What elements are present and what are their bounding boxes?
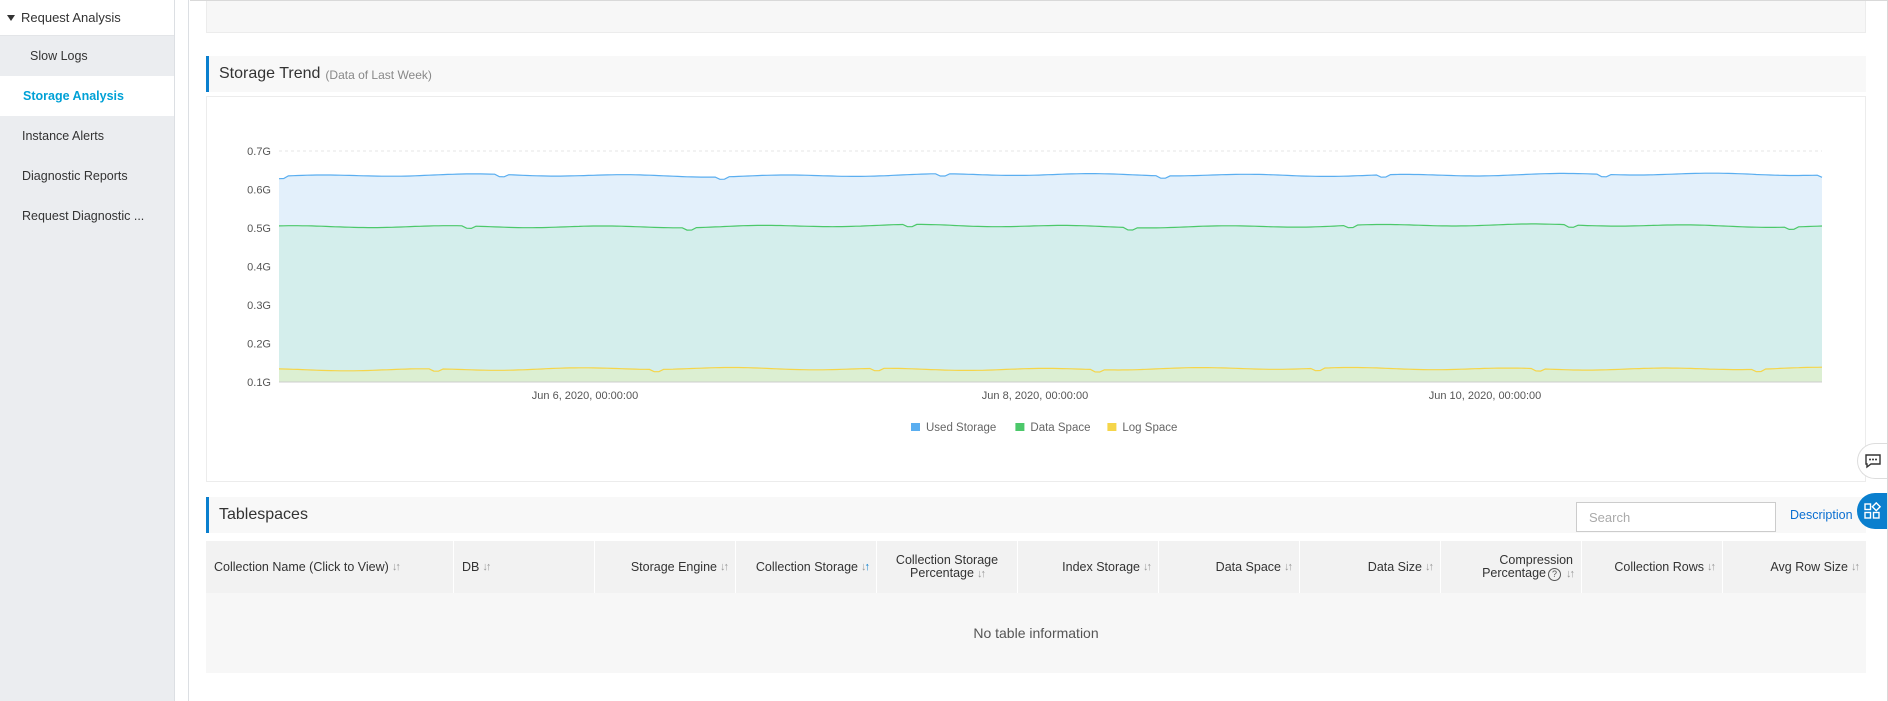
- column-label-wrap: Collection Storage Percentage ↓↑: [895, 552, 999, 581]
- sidebar-group-label: Request Analysis: [21, 10, 121, 25]
- sidebar: Request Analysis Slow Logs Storage Analy…: [0, 0, 175, 701]
- column-label-line2: Percentage: [1482, 565, 1546, 580]
- chat-button[interactable]: [1857, 443, 1887, 479]
- column-data-size[interactable]: Data Size ↓↑: [1300, 541, 1441, 593]
- storage-trend-header: Storage Trend (Data of Last Week): [206, 56, 1866, 92]
- main-content: Storage Trend (Data of Last Week) 0.7G 0.…: [190, 0, 1888, 701]
- column-label: Collection Name (Click to View): [214, 559, 389, 574]
- column-avg-row-size[interactable]: Avg Row Size ↓↑: [1723, 541, 1866, 593]
- column-label-wrap: Compression Percentage? ↓↑: [1482, 552, 1575, 581]
- sort-arrows-icon[interactable]: ↓↑: [1284, 560, 1293, 573]
- question-circle-icon[interactable]: ?: [1548, 567, 1561, 581]
- sidebar-item-diagnostic-reports[interactable]: Diagnostic Reports: [0, 156, 174, 196]
- storage-trend-subtitle: (Data of Last Week): [325, 68, 432, 82]
- sort-arrows-icon[interactable]: ↓↑: [720, 560, 729, 573]
- table-empty-state: No table information: [206, 593, 1866, 673]
- sort-arrows-icon[interactable]: ↓↑: [1566, 567, 1575, 580]
- table-header: Collection Name (Click to View) ↓↑ DB ↓↑ S…: [206, 541, 1866, 593]
- chat-bubble-icon: [1864, 454, 1881, 469]
- description-link[interactable]: Description: [1790, 508, 1853, 522]
- column-label-line2-row: Percentage? ↓↑: [1482, 565, 1575, 581]
- column-storage-engine[interactable]: Storage Engine ↓↑: [595, 541, 736, 593]
- apps-grid-icon: [1864, 502, 1881, 519]
- search-input[interactable]: [1576, 502, 1776, 532]
- column-collection-storage[interactable]: Collection Storage ↓↑: [736, 541, 877, 593]
- column-label-line2-row: Percentage ↓↑: [896, 565, 998, 581]
- sidebar-gutter: [175, 0, 189, 701]
- sort-arrows-icon[interactable]: ↓↑: [1425, 560, 1434, 573]
- empty-text: No table information: [973, 625, 1099, 641]
- sort-arrows-icon[interactable]: ↓↑: [482, 560, 491, 573]
- column-db[interactable]: DB ↓↑: [454, 541, 595, 593]
- apps-button[interactable]: [1857, 493, 1887, 529]
- legend-label: Used Storage: [926, 422, 996, 434]
- y-tick-label: 0.2G: [247, 339, 271, 351]
- y-tick-label: 0.4G: [247, 262, 271, 274]
- column-collection-storage-percentage[interactable]: Collection Storage Percentage ↓↑: [877, 541, 1018, 593]
- tablespaces-title: Tablespaces: [219, 506, 308, 523]
- sidebar-item-label: Diagnostic Reports: [22, 169, 128, 183]
- sort-arrows-icon[interactable]: ↓↑: [1143, 560, 1152, 573]
- sidebar-item-storage-analysis[interactable]: Storage Analysis: [0, 76, 174, 116]
- sort-arrows-icon[interactable]: ↓↑: [1851, 560, 1860, 573]
- x-tick-label: Jun 10, 2020, 00:00:00: [1429, 390, 1542, 402]
- column-index-storage[interactable]: Index Storage ↓↑: [1018, 541, 1159, 593]
- sidebar-item-label: Slow Logs: [30, 49, 88, 63]
- column-label: Avg Row Size: [1770, 559, 1848, 574]
- y-tick-label: 0.3G: [247, 300, 271, 312]
- tablespaces-table: Collection Name (Click to View) ↓↑ DB ↓↑ S…: [206, 541, 1866, 673]
- column-collection-rows[interactable]: Collection Rows ↓↑: [1582, 541, 1723, 593]
- column-label: Storage Engine: [630, 559, 717, 574]
- caret-down-icon: [7, 14, 15, 21]
- sort-arrows-icon[interactable]: ↓↑: [1707, 560, 1716, 573]
- series-line-used-storage: [278, 172, 1823, 180]
- column-compression-percentage[interactable]: Compression Percentage? ↓↑: [1441, 541, 1582, 593]
- x-tick-label: Jun 6, 2020, 00:00:00: [532, 390, 638, 402]
- column-label-line1: Compression: [1499, 552, 1573, 567]
- legend-label: Log Space: [1122, 422, 1177, 434]
- sidebar-item-label: Request Diagnostic ...: [22, 209, 145, 223]
- sort-arrows-icon[interactable]: ↓↑: [391, 560, 401, 573]
- legend-swatch: [1107, 423, 1117, 431]
- column-data-space[interactable]: Data Space ↓↑: [1159, 541, 1300, 593]
- legend-swatch: [911, 423, 920, 431]
- sort-arrows-icon[interactable]: ↓↑: [976, 567, 986, 580]
- previous-panel-bottom: [206, 1, 1866, 33]
- legend-label: Data Space: [1030, 422, 1090, 434]
- column-label: DB: [462, 559, 480, 574]
- sidebar-item-instance-alerts[interactable]: Instance Alerts: [0, 116, 174, 156]
- column-collection-name[interactable]: Collection Name (Click to View) ↓↑: [206, 541, 454, 593]
- series-line-log-space: [278, 366, 1823, 373]
- sort-arrows-icon[interactable]: ↓↑: [861, 560, 870, 573]
- legend-swatch: [1015, 423, 1025, 431]
- series-area-data-space: [279, 223, 1822, 382]
- column-label: Data Size: [1367, 559, 1422, 574]
- column-label: Index Storage: [1062, 559, 1140, 574]
- sidebar-item-label: Instance Alerts: [22, 129, 104, 143]
- y-tick-label: 0.1G: [247, 377, 271, 389]
- y-tick-label: 0.6G: [247, 185, 271, 197]
- sidebar-item-label: Storage Analysis: [23, 89, 124, 103]
- y-tick-label: 0.5G: [247, 223, 271, 235]
- sidebar-item-request-diagnostic[interactable]: Request Diagnostic ...: [0, 196, 174, 236]
- y-tick-label: 0.7G: [247, 146, 271, 158]
- sidebar-item-slow-logs[interactable]: Slow Logs: [0, 36, 174, 76]
- column-label: Data Space: [1215, 559, 1281, 574]
- series-area-log-space: [279, 367, 1822, 382]
- x-tick-label: Jun 8, 2020, 00:00:00: [982, 390, 1088, 402]
- storage-trend-title: Storage Trend: [219, 65, 321, 82]
- series-line-data-space: [278, 223, 1823, 231]
- storage-trend-chart-svg: 0.7G 0.6G 0.5G 0.4G 0.3G 0.2G 0.1G Jun 6, 2020,…: [247, 146, 1823, 434]
- storage-trend-chart: 0.7G 0.6G 0.5G 0.4G 0.3G 0.2G 0.1G Jun 6, 2020,…: [206, 96, 1866, 482]
- column-label-line1: Collection Storage: [895, 552, 999, 567]
- column-label-line2: Percentage: [910, 565, 974, 580]
- column-label: Collection Storage: [755, 559, 858, 574]
- sidebar-group-request-analysis[interactable]: Request Analysis: [0, 0, 174, 36]
- column-label: Collection Rows: [1614, 559, 1704, 574]
